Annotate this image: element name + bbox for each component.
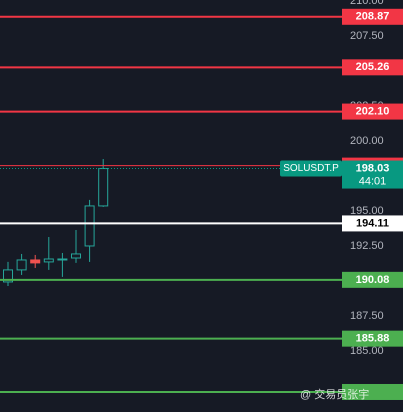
candle-body (71, 253, 81, 259)
level-label-box (342, 271, 403, 288)
candle-body (84, 205, 95, 247)
level-label: 208.87 (356, 11, 390, 23)
y-tick-label: 185.00 (350, 345, 384, 357)
candle-body (3, 269, 13, 283)
candle-body (57, 258, 68, 261)
y-tick-label: 207.50 (350, 30, 384, 42)
y-tick-label: 195.00 (350, 205, 384, 217)
y-tick-label: 200.00 (350, 135, 384, 147)
y-tick-label: 187.50 (350, 310, 384, 322)
level-label-box (342, 103, 403, 120)
candle-body (98, 168, 109, 207)
level-label: 202.10 (356, 105, 390, 117)
level-label-box (342, 330, 403, 347)
countdown-label: 44:01 (359, 175, 387, 187)
level-label: 185.88 (356, 333, 390, 345)
y-tick-label: 210.00 (350, 0, 384, 7)
level-label: 205.26 (356, 61, 390, 73)
level-label-box (342, 59, 403, 76)
watermark: @ 交易员张宇 (300, 387, 369, 401)
price-label: 198.03 (356, 162, 390, 174)
price-box (342, 160, 403, 189)
level-label: 194.11 (356, 217, 389, 229)
symbol-label: SOLUSDT.P (283, 163, 339, 174)
level-label-box (342, 383, 403, 400)
symbol-box (280, 160, 342, 177)
candle-body (16, 259, 27, 271)
y-tick-label: 192.50 (350, 240, 384, 252)
level-label: 190.08 (356, 274, 390, 286)
candle-body (30, 259, 41, 264)
candle-body (43, 258, 54, 263)
level-label-box (342, 8, 403, 25)
level-label-box (342, 215, 403, 232)
